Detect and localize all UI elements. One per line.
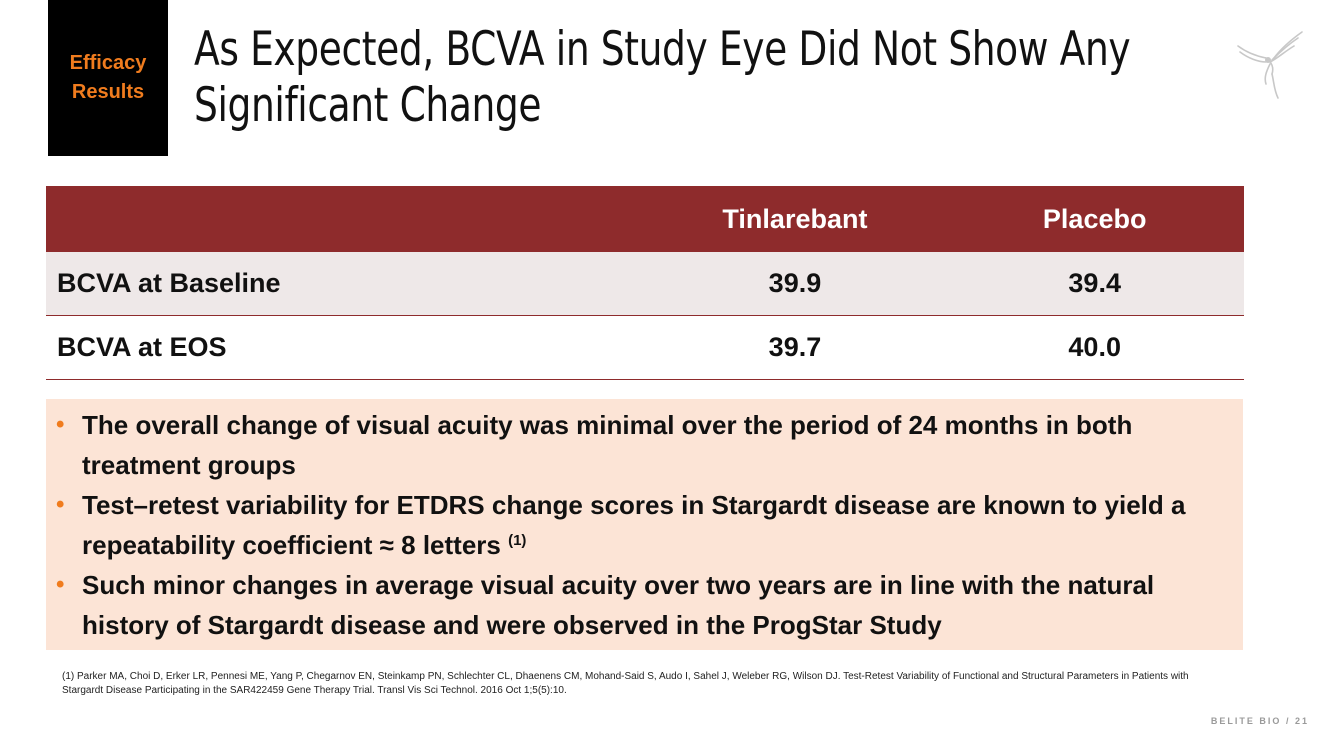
page-title: As Expected, BCVA in Study Eye Did Not S… (194, 22, 1226, 134)
list-item: • Test–retest variability for ETDRS chan… (56, 485, 1203, 565)
page-number: 21 (1294, 716, 1309, 726)
citation-marker: (1) (508, 532, 527, 549)
header-tinlarebant: Tinlarebant (644, 186, 946, 252)
bullet-dot-icon: • (56, 411, 65, 438)
section-tag: Efficacy Results (48, 0, 168, 156)
row-label: BCVA at Baseline (46, 252, 645, 316)
page-title-line2: Significant Change (194, 78, 542, 133)
bullet-text: The overall change of visual acuity was … (82, 410, 1133, 480)
section-tag-line1: Efficacy (69, 52, 147, 74)
header-empty (46, 186, 645, 252)
reference-footnote: (1) Parker MA, Choi D, Erker LR, Pennesi… (62, 671, 1189, 696)
placebo-value: 40.0 (945, 315, 1244, 380)
bullet-text: Such minor changes in average visual acu… (82, 570, 1155, 640)
list-item: • Such minor changes in average visual a… (56, 565, 1203, 645)
table-header-row: Tinlarebant Placebo (46, 186, 1244, 252)
placebo-value: 39.4 (945, 252, 1244, 316)
bullet-text: Test–retest variability for ETDRS change… (82, 490, 1186, 560)
tinlarebant-value: 39.7 (644, 315, 946, 380)
bullet-dot-icon: • (56, 491, 65, 518)
slide-footer: BELITE BIO / 21 (1211, 716, 1309, 726)
section-tag-line2: Results (71, 81, 145, 103)
footer-brand: BELITE BIO (1210, 716, 1282, 726)
page-title-line1: As Expected, BCVA in Study Eye Did Not S… (194, 22, 1131, 77)
key-points-box: • The overall change of visual acuity wa… (46, 399, 1243, 650)
footer-separator: / (1285, 716, 1291, 726)
tinlarebant-value: 39.9 (644, 252, 946, 316)
bullet-list: • The overall change of visual acuity wa… (56, 405, 1203, 645)
table-row: BCVA at Baseline 39.9 39.4 (46, 252, 1244, 316)
row-label: BCVA at EOS (46, 315, 645, 380)
bullet-dot-icon: • (56, 571, 65, 598)
bcva-table: Tinlarebant Placebo BCVA at Baseline 39.… (46, 186, 1244, 380)
header-placebo: Placebo (945, 186, 1244, 252)
table-row: BCVA at EOS 39.7 40.0 (46, 315, 1244, 380)
list-item: • The overall change of visual acuity wa… (56, 405, 1203, 485)
hummingbird-logo-icon (1237, 31, 1303, 99)
